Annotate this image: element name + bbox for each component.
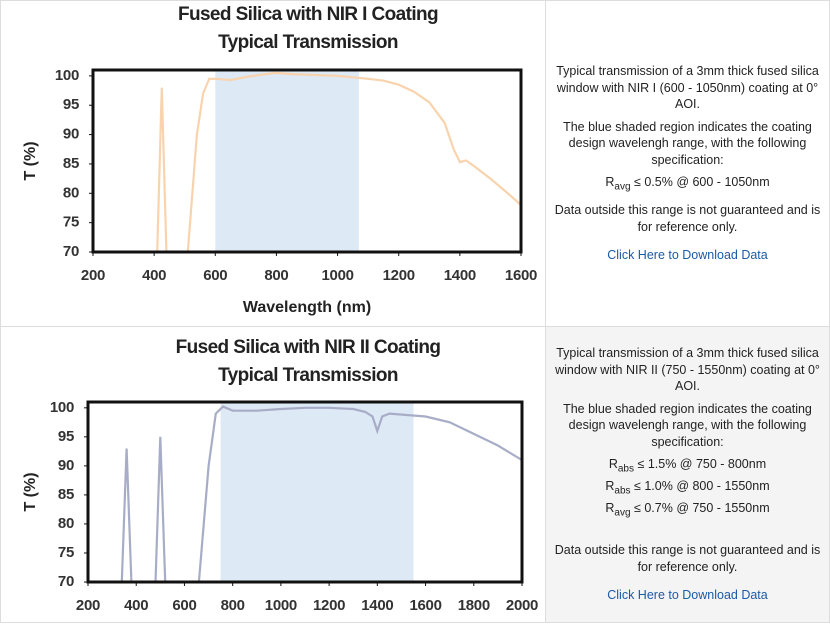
y-tick-label: 70 <box>58 573 74 590</box>
chart-cell: Fused Silica with NIR I Coating Typical T… <box>0 0 546 327</box>
chart: Fused Silica with NIR I Coating Typical T… <box>22 4 537 316</box>
x-tick-label: 1200 <box>313 597 345 614</box>
note-text: Data outside this range is not guarantee… <box>554 543 821 574</box>
spec-text: ≤ 0.7% @ 750 - 1550nm <box>634 501 770 516</box>
spec-symbol: R <box>608 457 618 472</box>
spec-subscript: abs <box>614 485 631 497</box>
y-tick-label: 70 <box>63 243 79 260</box>
y-tick-label: 95 <box>63 96 79 113</box>
spec-subscript: avg <box>614 181 631 193</box>
download-link[interactable]: Click Here to Download Data <box>607 248 768 263</box>
x-tick-label: 2000 <box>506 597 538 614</box>
y-tick-label: 75 <box>63 214 79 231</box>
x-tick-label: 1600 <box>505 267 537 284</box>
chart-cell: Fused Silica with NIR II Coating Typical … <box>0 326 546 623</box>
x-axis-label: Wavelength (nm) <box>243 299 371 316</box>
spec-list: Rabs ≤ 1.5% @ 750 - 800nm Rabs ≤ 1.0% @ 8… <box>605 456 769 522</box>
y-tick-label: 100 <box>55 67 79 84</box>
x-tick-label: 800 <box>221 597 245 614</box>
y-tick-label: 85 <box>58 486 74 503</box>
spec-symbol: R <box>605 501 615 516</box>
spec-subscript: abs <box>617 463 634 475</box>
chart-title: Typical Transmission <box>218 365 398 386</box>
x-tick-label: 1000 <box>321 267 353 284</box>
chart-title: Fused Silica with NIR I Coating <box>178 4 438 25</box>
transmission-line <box>120 405 522 582</box>
chart-title: Typical Transmission <box>218 32 398 53</box>
x-tick-label: 400 <box>142 267 166 284</box>
x-tick-label: 1800 <box>458 597 490 614</box>
x-tick-label: 600 <box>172 597 196 614</box>
y-tick-label: 90 <box>58 457 74 474</box>
spec-line: Ravg ≤ 0.7% @ 750 - 1550nm <box>605 500 769 522</box>
y-tick-label: 75 <box>58 544 74 561</box>
chart: Fused Silica with NIR II Coating Typical … <box>22 337 538 614</box>
spec-line: Ravg ≤ 0.5% @ 600 - 1050nm <box>605 174 769 196</box>
x-tick-label: 400 <box>124 597 148 614</box>
spec-subscript: avg <box>614 507 631 519</box>
y-tick-label: 80 <box>63 184 79 201</box>
y-tick-label: 95 <box>58 428 74 445</box>
spec-text: ≤ 1.5% @ 750 - 800nm <box>637 457 767 472</box>
y-tick-label: 90 <box>63 126 79 143</box>
spec-symbol: R <box>605 175 615 190</box>
description-panel: Typical transmission of a 3mm thick fuse… <box>545 0 830 327</box>
x-tick-label: 1400 <box>361 597 393 614</box>
y-tick-label: 80 <box>58 515 74 532</box>
shaded-range <box>215 70 359 252</box>
shaded-range <box>220 402 414 582</box>
spec-line: Rabs ≤ 1.0% @ 800 - 1550nm <box>605 478 769 500</box>
chart-title: Fused Silica with NIR II Coating <box>176 337 441 358</box>
x-tick-label: 200 <box>76 597 100 614</box>
plot-frame <box>91 68 523 254</box>
download-link[interactable]: Click Here to Download Data <box>607 588 768 603</box>
x-tick-label: 200 <box>81 267 105 284</box>
spec-text: ≤ 1.0% @ 800 - 1550nm <box>634 479 770 494</box>
intro-text: Typical transmission of a 3mm thick fuse… <box>556 64 819 112</box>
x-tick-label: 1200 <box>383 267 415 284</box>
y-tick-label: 100 <box>50 399 74 416</box>
y-axis-label: T (%) <box>22 472 39 511</box>
y-axis-label: T (%) <box>22 141 39 180</box>
spec-list: Ravg ≤ 0.5% @ 600 - 1050nm <box>605 174 769 196</box>
y-tick-label: 85 <box>63 155 79 172</box>
spec-line: Rabs ≤ 1.5% @ 750 - 800nm <box>605 456 769 478</box>
description-panel: Typical transmission of a 3mm thick fuse… <box>545 326 830 623</box>
x-tick-label: 1400 <box>444 267 476 284</box>
plot-frame <box>86 400 524 584</box>
transmission-line <box>156 71 521 252</box>
x-tick-label: 1600 <box>409 597 441 614</box>
shading-text: The blue shaded region indicates the coa… <box>563 401 812 449</box>
spec-text: ≤ 0.5% @ 600 - 1050nm <box>634 175 770 190</box>
shading-text: The blue shaded region indicates the coa… <box>563 119 812 167</box>
intro-text: Typical transmission of a 3mm thick fuse… <box>555 346 820 394</box>
x-tick-label: 800 <box>264 267 288 284</box>
spec-symbol: R <box>605 479 615 494</box>
x-tick-label: 600 <box>203 267 227 284</box>
note-text: Data outside this range is not guarantee… <box>554 203 821 234</box>
x-tick-label: 1000 <box>265 597 297 614</box>
